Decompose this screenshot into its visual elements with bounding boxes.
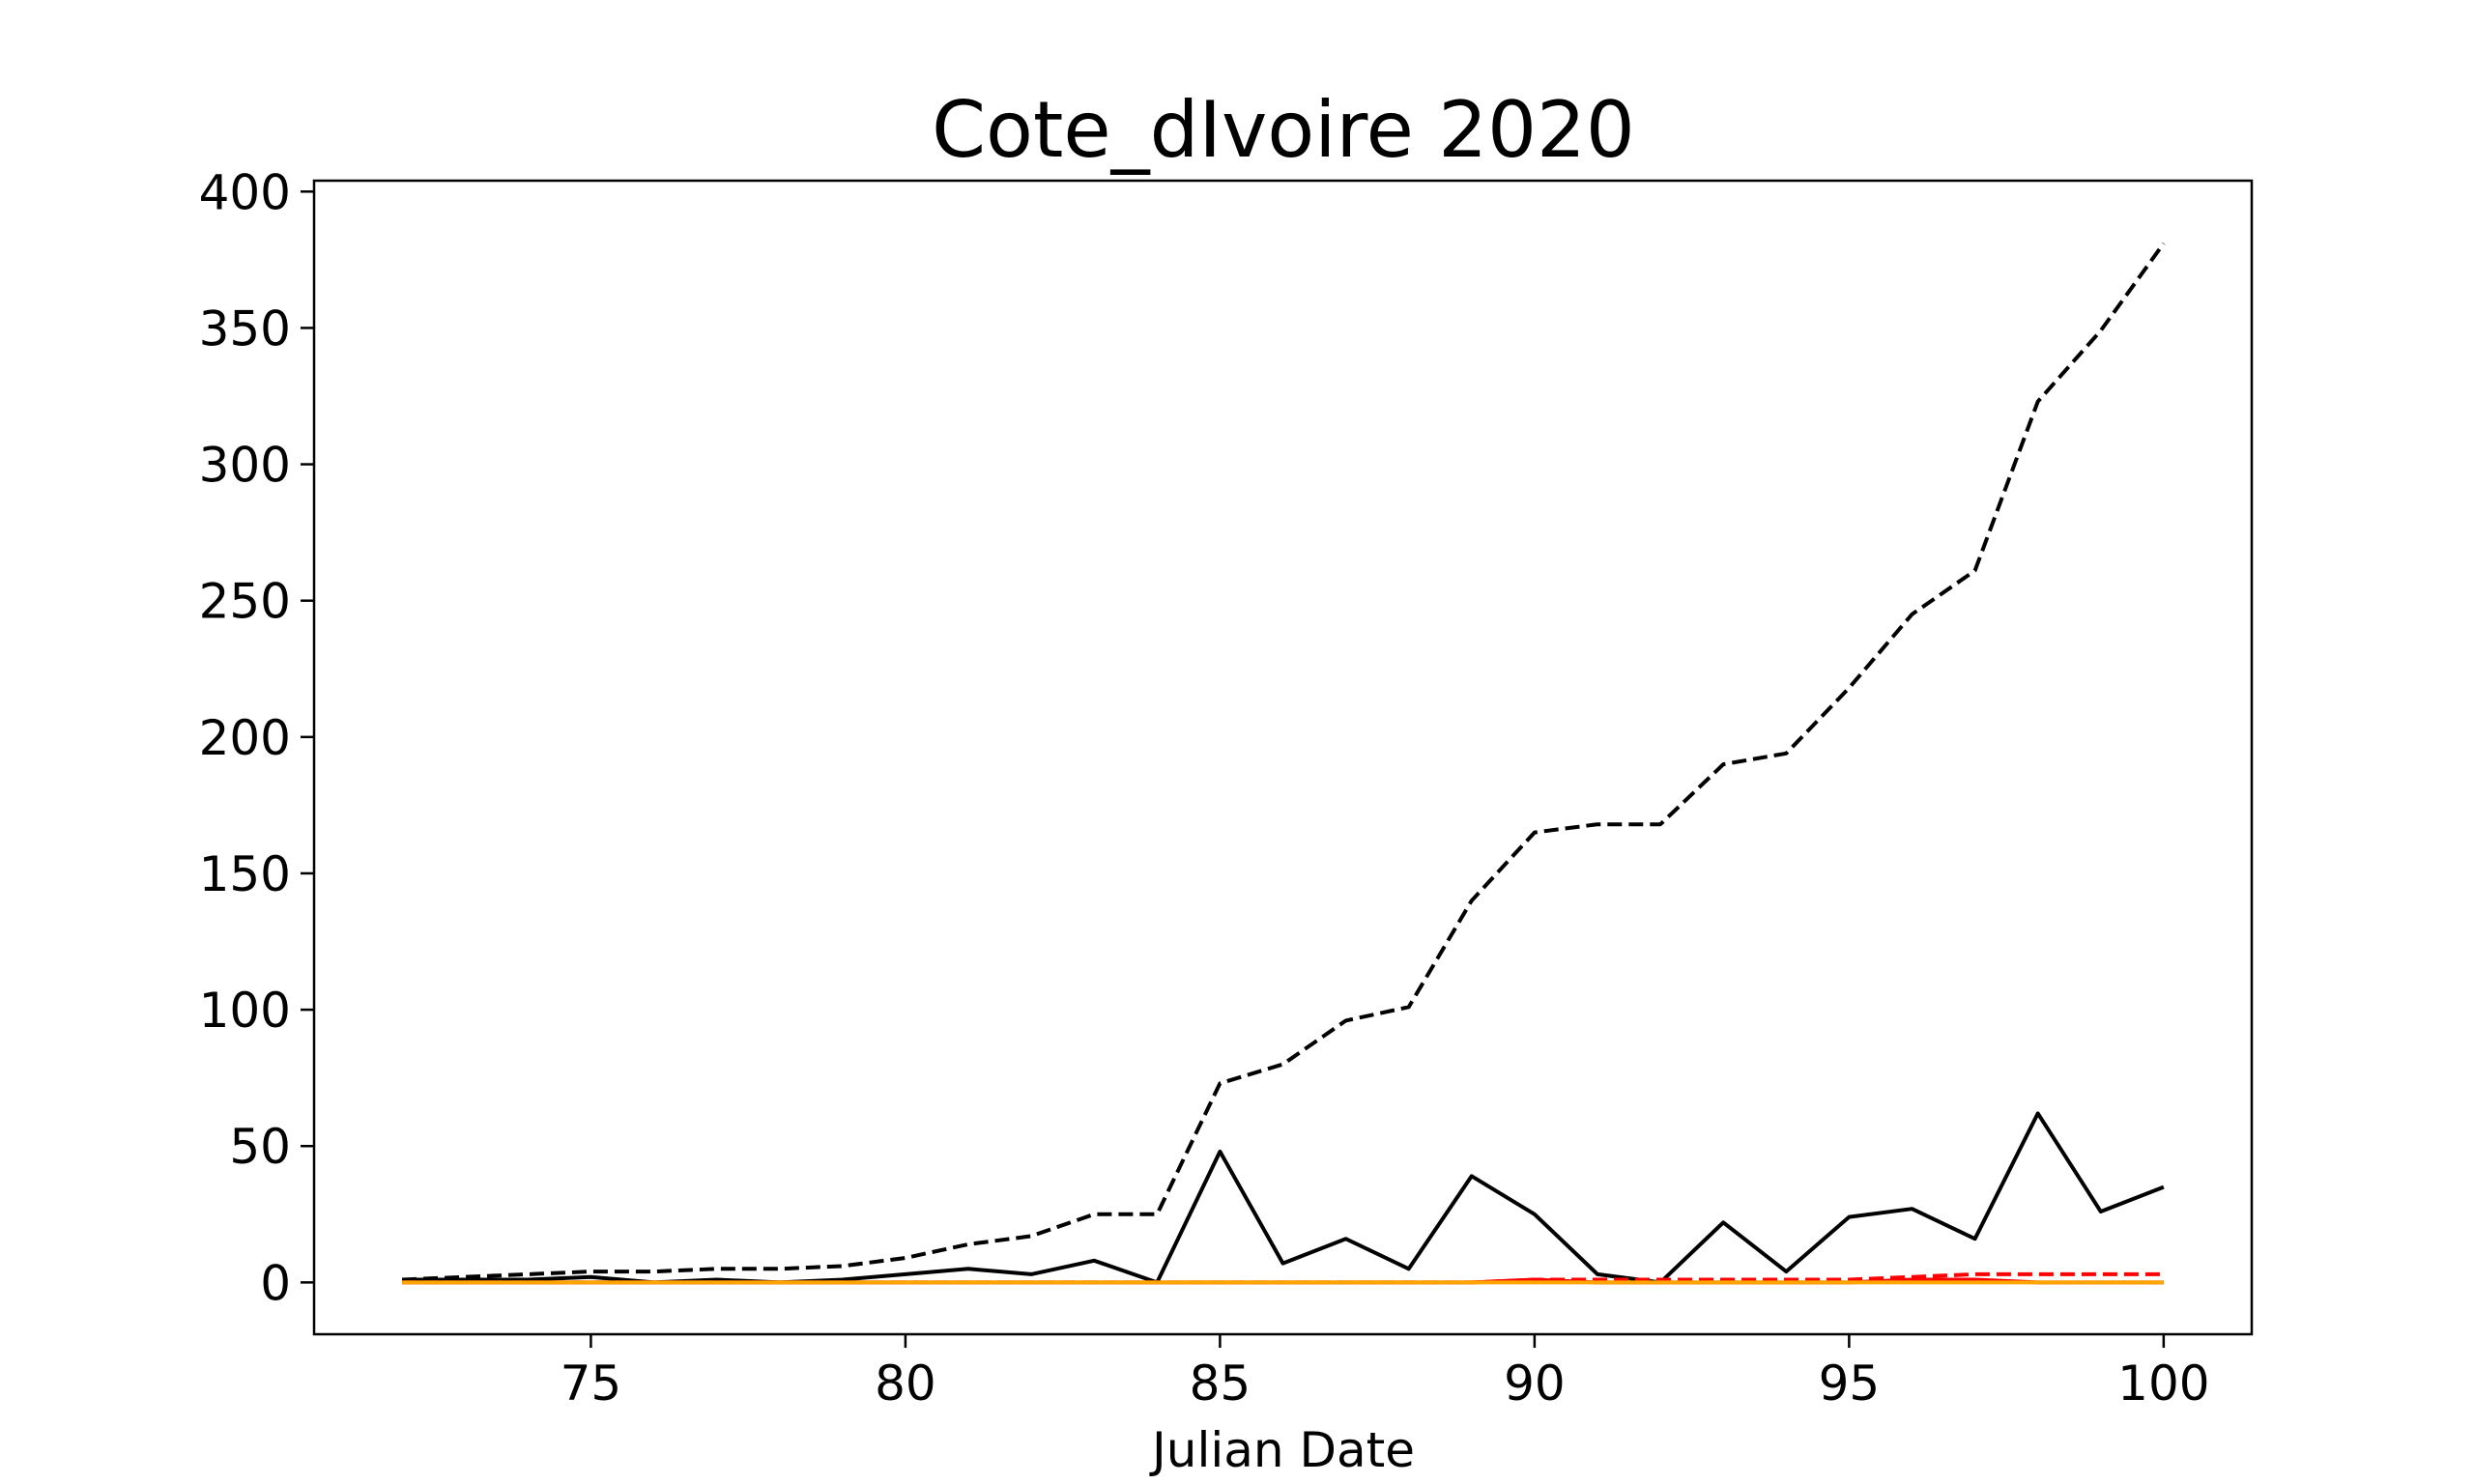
y-tick-label: 250 — [199, 574, 291, 630]
y-axis: 0 50 100 150 200 250 300 350 400 — [199, 164, 314, 1311]
x-axis-label: Julian Date — [1149, 1422, 1415, 1478]
x-tick-label: 80 — [875, 1356, 936, 1412]
y-tick-label: 150 — [199, 846, 291, 902]
y-tick-label: 200 — [199, 710, 291, 766]
y-tick-label: 0 — [260, 1255, 291, 1311]
y-tick-label: 50 — [229, 1119, 291, 1175]
series-layer — [402, 242, 2166, 1285]
y-tick-label: 350 — [199, 300, 291, 357]
series-line-2 — [402, 1111, 2165, 1285]
x-tick-label: 85 — [1190, 1356, 1251, 1412]
y-tick-label: 300 — [199, 438, 291, 494]
x-tick-label: 95 — [1819, 1356, 1881, 1412]
chart-title: Cote_dIvoire 2020 — [932, 85, 1635, 175]
x-tick-label: 90 — [1504, 1356, 1566, 1412]
series-line-1 — [402, 242, 2166, 1282]
x-tick-label: 100 — [2117, 1356, 2209, 1412]
y-tick-label: 100 — [199, 983, 291, 1039]
x-tick-label: 75 — [561, 1356, 622, 1412]
plot-frame — [312, 179, 2254, 1336]
x-axis: 75 80 85 90 95 100 — [561, 1334, 2210, 1412]
y-tick-label: 400 — [199, 164, 291, 220]
